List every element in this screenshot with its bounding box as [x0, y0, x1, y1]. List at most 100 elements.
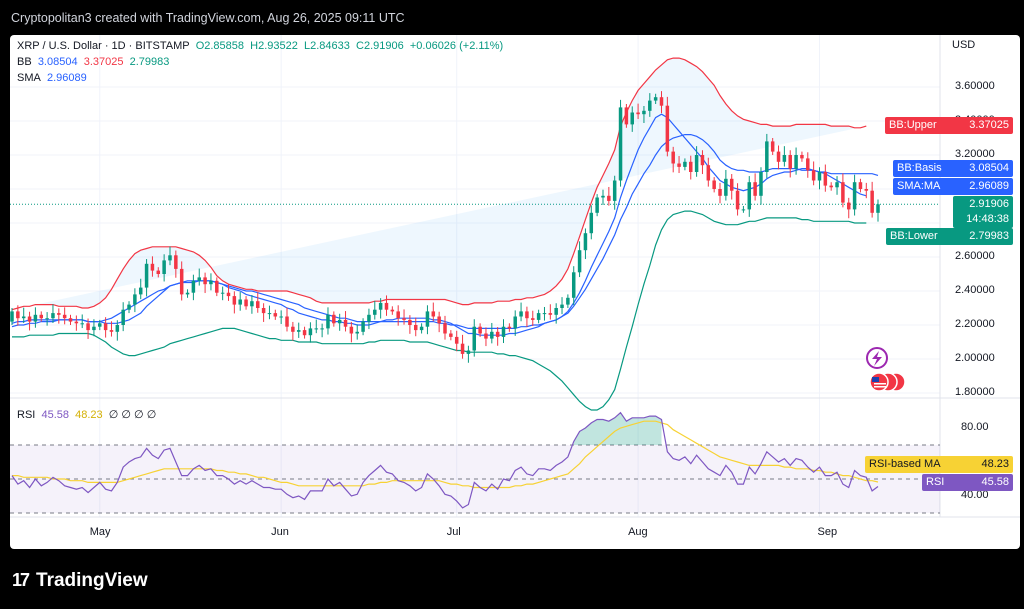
tag-rsi: RSI 45.58	[922, 474, 1013, 491]
candle-body	[689, 161, 693, 172]
tag-sma-ma-value: 2.96089	[969, 180, 1009, 192]
candle-body	[794, 155, 798, 169]
candle-body	[10, 311, 14, 322]
time-tick-label: Jun	[271, 526, 289, 538]
legend-rsi-row[interactable]: RSI 45.58 48.23 ∅ ∅ ∅ ∅	[17, 408, 156, 421]
candle-body	[337, 319, 342, 324]
tag-bb-basis: BB:Basis 3.08504	[893, 160, 1013, 177]
candle-body	[472, 326, 477, 351]
candle-body	[367, 314, 371, 322]
tag-sma-ma-name: SMA:MA	[897, 180, 941, 192]
bb-upper-line	[11, 57, 867, 311]
tag-bb-lower-name: BB:Lower	[890, 230, 938, 242]
tag-rsi-ma-value: 48.23	[981, 458, 1009, 470]
candle-body	[98, 323, 102, 327]
candle-body	[659, 97, 664, 106]
price-tick-label: 2.00000	[955, 352, 995, 364]
legend-symbol-row: XRP / U.S. Dollar · 1D · BITSTAMP O2.858…	[17, 40, 503, 52]
candle-body	[776, 151, 781, 162]
candle-body	[747, 182, 752, 210]
legend-open: O2.85858	[195, 40, 245, 52]
candle-body	[449, 333, 453, 337]
candle-body	[238, 299, 242, 305]
brand-name: TradingView	[36, 570, 148, 591]
candle-body	[683, 161, 687, 167]
candle-body	[560, 304, 564, 308]
candle-body	[700, 155, 705, 166]
candle-body	[484, 333, 488, 339]
candle-body	[74, 321, 79, 324]
legend-close: C2.91906	[356, 40, 404, 52]
candle-body	[501, 326, 506, 337]
candle-body	[712, 180, 716, 189]
candle-body	[841, 182, 845, 203]
candle-body	[62, 314, 67, 319]
candle-body	[870, 190, 874, 213]
rsi-tick-label: 40.00	[961, 489, 989, 501]
candle-body	[279, 316, 283, 318]
legend-bb-label: BB	[17, 56, 32, 68]
us-flag-icons[interactable]	[869, 372, 906, 392]
candle-body	[490, 331, 494, 339]
floating-widgets[interactable]	[862, 346, 912, 398]
legend-sma-row[interactable]: SMA 2.96089	[17, 72, 87, 84]
candle-body	[466, 350, 471, 354]
price-tick-label: 1.80000	[955, 386, 995, 398]
candle-body	[80, 323, 84, 325]
candle-body	[548, 313, 553, 315]
legend-bb-row[interactable]: BB 3.08504 3.37025 2.79983	[17, 56, 169, 68]
candle-body	[437, 316, 441, 324]
candle-body	[191, 280, 196, 293]
candle-body	[373, 309, 377, 315]
candle-body	[589, 212, 594, 234]
candle-body	[583, 233, 588, 251]
candle-body	[144, 263, 149, 288]
candle-body	[220, 292, 225, 294]
chart-panel[interactable]: XRP / U.S. Dollar · 1D · BITSTAMP O2.858…	[10, 35, 1020, 549]
candle-body	[168, 255, 172, 261]
candle-body	[735, 190, 740, 210]
candle-body	[531, 318, 535, 320]
candle-body	[665, 105, 670, 152]
legend-sma-value: 2.96089	[46, 72, 87, 84]
currency-label[interactable]: USD	[952, 39, 976, 51]
legend-sma-label: SMA	[17, 72, 41, 84]
candle-body	[618, 107, 623, 181]
legend-rsi-ma-value: 48.23	[75, 409, 103, 421]
candle-body	[27, 316, 32, 322]
candle-body	[454, 336, 459, 344]
candle-body	[495, 331, 500, 337]
candle-body	[759, 172, 763, 196]
candle-body	[782, 155, 787, 162]
candle-body	[57, 313, 61, 315]
candle-body	[806, 158, 810, 171]
candle-body	[677, 163, 681, 167]
candle-body	[612, 180, 617, 201]
candle-body	[355, 331, 359, 334]
candle-body	[694, 155, 699, 172]
chart-svg[interactable]	[10, 35, 1020, 549]
candle-body	[835, 182, 839, 188]
candle-body	[162, 260, 166, 274]
legend-bb-upper: 3.37025	[83, 56, 124, 68]
candle-body	[513, 316, 517, 329]
candle-body	[332, 314, 336, 324]
candle-body	[285, 316, 289, 327]
candle-body	[261, 308, 266, 314]
candle-body	[648, 100, 652, 111]
candle-body	[361, 321, 365, 332]
lightning-icon[interactable]	[866, 347, 888, 369]
candle-body	[326, 314, 330, 329]
candle-body	[876, 204, 880, 213]
candle-body	[729, 178, 734, 191]
candle-body	[396, 311, 400, 319]
candle-body	[384, 302, 389, 310]
candle-body	[519, 311, 523, 317]
candle-body	[566, 297, 570, 305]
candle-body	[788, 155, 792, 169]
candle-body	[852, 182, 857, 210]
candle-body	[525, 311, 529, 319]
candle-body	[138, 287, 143, 295]
candle-body	[296, 330, 301, 332]
price-tick-label: 3.60000	[955, 80, 995, 92]
